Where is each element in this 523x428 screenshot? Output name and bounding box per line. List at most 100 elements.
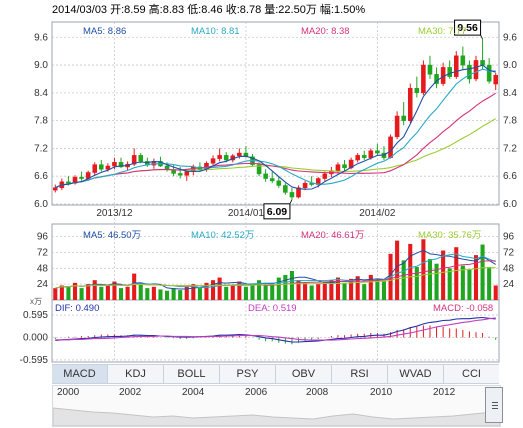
candle-body xyxy=(263,173,268,179)
candle-body xyxy=(368,150,374,158)
candle-body xyxy=(427,64,433,75)
tab-macd[interactable]: MACD xyxy=(52,365,108,383)
candle-body xyxy=(480,60,485,66)
dea-line xyxy=(55,317,496,341)
year-label: 2010 xyxy=(370,387,393,398)
candle-body xyxy=(322,173,328,179)
candle-body xyxy=(453,55,459,77)
volume-bar xyxy=(263,285,268,300)
candle-body xyxy=(276,180,282,186)
navigator-range-handle[interactable] xyxy=(485,387,503,423)
volume-panel[interactable] xyxy=(53,239,498,300)
date-label: 2014/03/03 xyxy=(52,4,108,16)
tab-cci[interactable]: CCI xyxy=(462,368,481,380)
candle-body xyxy=(217,155,222,159)
tab-rsi[interactable]: RSI xyxy=(332,365,388,383)
candle-body xyxy=(460,55,466,66)
candle-body xyxy=(486,64,492,82)
ma5-line xyxy=(55,64,496,190)
volume-bar xyxy=(125,286,130,300)
price-tick-label-left: 9.0 xyxy=(34,60,48,71)
candle-body xyxy=(493,74,499,85)
volume-tick-label-left: 48 xyxy=(37,263,49,274)
volume-bar xyxy=(72,282,78,300)
tab-wvad[interactable]: WVAD xyxy=(388,365,444,383)
price-panel[interactable]: 9.56 6.09 xyxy=(52,19,499,220)
macd-tick-label-left: 0.000 xyxy=(23,333,48,344)
volume-bar xyxy=(250,284,255,300)
candle-body xyxy=(421,64,426,94)
volume-label: 量:22.50万 xyxy=(264,4,317,16)
volume-bar xyxy=(329,280,334,300)
volume-bar xyxy=(230,285,235,300)
volume-tick-label-right: 72 xyxy=(503,247,515,258)
low-label: 低:8.46 xyxy=(187,4,223,16)
price-tick-label-left: 7.2 xyxy=(34,143,48,154)
tab-kdj[interactable]: KDJ xyxy=(108,365,164,383)
volume-bar xyxy=(270,282,275,300)
candle-body xyxy=(184,171,190,176)
dif-legend: DIF: 0.490 xyxy=(55,303,100,314)
volume-bar xyxy=(92,280,97,300)
candle-body xyxy=(289,192,295,198)
candle-body xyxy=(66,181,71,184)
candle-body xyxy=(361,155,367,158)
price-tick-label-right: 9.6 xyxy=(503,32,517,43)
macd-tick-label-left: -0.595 xyxy=(20,355,49,366)
volume-bar xyxy=(368,274,373,300)
macd-legend: MACD: -0.058 xyxy=(433,303,494,314)
volume-tick-label-right: 48 xyxy=(503,263,515,274)
candle-body xyxy=(342,164,347,169)
volume-bar xyxy=(480,244,485,300)
tab-obv[interactable]: OBV xyxy=(276,365,332,383)
volume-bar xyxy=(395,240,400,300)
candle-body xyxy=(394,115,400,138)
volume-bar xyxy=(322,281,327,300)
volume-bar xyxy=(362,284,367,300)
volume-tick-label-left: 96 xyxy=(37,232,49,243)
volume-bar xyxy=(447,268,452,300)
volume-bar xyxy=(112,281,117,300)
volume-bar xyxy=(164,290,170,300)
candle-body xyxy=(72,176,78,184)
volume-tick-label-left: 72 xyxy=(37,247,49,258)
volume-bar xyxy=(434,263,439,300)
candle-body xyxy=(112,162,117,167)
volume-bar xyxy=(309,285,314,300)
volume-bar xyxy=(237,281,242,300)
low-callout-label: 6.09 xyxy=(267,206,288,218)
dea-legend: DEA: 0.519 xyxy=(248,303,297,314)
volume-bar xyxy=(289,270,294,300)
tab-psy[interactable]: PSY xyxy=(220,365,276,383)
close-label: 收:8.78 xyxy=(225,4,262,16)
volume-tick-label-left: 24 xyxy=(37,279,49,290)
low-callout-leader xyxy=(289,199,293,205)
volume-bar xyxy=(303,282,308,300)
volume-bar xyxy=(276,277,281,300)
volume-bar xyxy=(158,289,163,300)
candle-body xyxy=(414,87,420,94)
volume-bar xyxy=(427,259,433,300)
candle-body xyxy=(473,60,479,80)
tab-boll[interactable]: BOLL xyxy=(164,365,220,383)
x-tick-label: 2014/01 xyxy=(228,208,265,219)
volume-bar xyxy=(257,280,262,300)
vol-ma20-legend: MA20: 46.61万 xyxy=(301,230,365,241)
x-unit-label: x万 xyxy=(30,297,42,306)
price-tick-label-right: 7.2 xyxy=(503,143,517,154)
timeline-navigator[interactable]: 2000 2002 2004 2006 2008 2010 2012 xyxy=(52,385,501,427)
high-label: 高:8.83 xyxy=(148,4,185,16)
price-tick-label-right: 8.4 xyxy=(503,88,517,99)
volume-bar xyxy=(191,284,196,300)
candle-body xyxy=(375,150,380,154)
year-label: 2004 xyxy=(182,387,205,398)
macd-panel[interactable] xyxy=(54,316,497,345)
price-tick-label-right: 9.0 xyxy=(503,60,517,71)
candle-body xyxy=(388,136,393,158)
vol-ma10-legend: MA10: 42.52万 xyxy=(191,230,255,241)
volume-bar xyxy=(243,286,248,300)
year-label: 2008 xyxy=(306,387,329,398)
candle-body xyxy=(407,87,413,121)
high-callout-leader xyxy=(480,34,483,40)
